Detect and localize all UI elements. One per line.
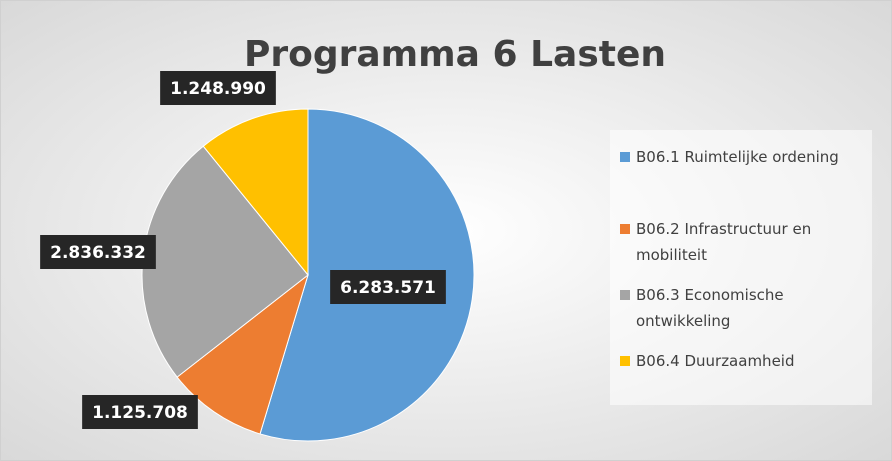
legend-label: B06.3 Economische ontwikkeling xyxy=(636,286,784,330)
legend-swatch xyxy=(620,152,630,162)
legend-swatch xyxy=(620,224,630,234)
chart-title: Programma 6 Lasten xyxy=(244,34,666,75)
data-label: 6.283.571 xyxy=(340,278,436,298)
data-labels: 6.283.571 1.125.708 2.836.332 1.248.990 xyxy=(40,71,446,429)
legend-item: B06.1 Ruimtelijke ordening xyxy=(620,144,876,170)
data-label-box xyxy=(40,235,156,269)
legend-item: B06.2 Infrastructuur en mobiliteit xyxy=(620,216,876,268)
legend: B06.1 Ruimtelijke ordening B06.2 Infrastr… xyxy=(610,130,872,405)
pie-slice xyxy=(202,108,309,277)
data-label: 1.248.990 xyxy=(170,79,266,99)
legend-label: B06.2 Infrastructuur en mobiliteit xyxy=(636,220,812,264)
pie xyxy=(141,108,475,442)
pie-slice xyxy=(176,273,309,435)
legend-label: B06.1 Ruimtelijke ordening xyxy=(636,148,839,166)
legend-swatch xyxy=(620,356,630,366)
data-label: 1.125.708 xyxy=(92,403,188,423)
legend-label: B06.4 Duurzaamheid xyxy=(636,352,795,370)
data-label: 2.836.332 xyxy=(50,243,146,263)
data-label-box xyxy=(160,71,276,105)
legend-item: B06.4 Duurzaamheid xyxy=(620,348,876,374)
legend-item: B06.3 Economische ontwikkeling xyxy=(620,282,876,334)
data-label-box xyxy=(82,395,198,429)
legend-swatch xyxy=(620,290,630,300)
data-label-box xyxy=(330,270,446,304)
